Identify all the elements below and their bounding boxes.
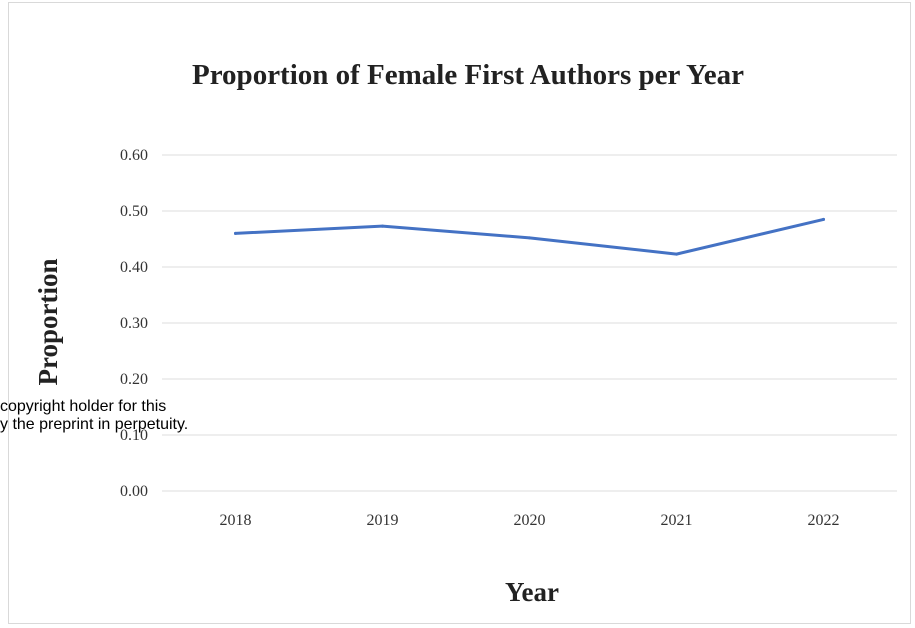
data-point <box>822 217 825 221</box>
x-axis-title: Year <box>505 577 559 607</box>
chart-title: Proportion of Female First Authors per Y… <box>192 59 744 91</box>
data-point <box>381 224 384 228</box>
y-tick-label: 0.40 <box>120 259 148 276</box>
y-tick-label: 0.20 <box>120 371 148 388</box>
data-point <box>234 231 237 235</box>
data-point <box>528 236 531 240</box>
y-tick-label: 0.10 <box>120 427 148 444</box>
y-axis-title: Proportion <box>33 259 63 386</box>
preprint-notice: copyright holder for this y the preprint… <box>0 398 188 434</box>
y-tick-label: 0.60 <box>120 147 148 164</box>
series-layer <box>234 217 825 256</box>
x-tick-label: 2021 <box>661 512 693 529</box>
y-tick-label: 0.00 <box>120 483 148 500</box>
x-tick-label: 2020 <box>514 512 546 529</box>
chart-frame <box>8 2 911 624</box>
x-tick-label: 2018 <box>220 512 252 529</box>
y-tick-label: 0.30 <box>120 315 148 332</box>
y-tick-labels: 0.00 0.10 0.20 0.30 0.40 0.50 0.60 <box>120 147 148 500</box>
data-point <box>675 252 678 256</box>
x-tick-labels: 2018 2019 2020 2021 2022 <box>220 512 840 529</box>
x-tick-label: 2019 <box>367 512 399 529</box>
preprint-notice-line-2: y the preprint in perpetuity. <box>0 416 189 433</box>
y-tick-label: 0.50 <box>120 203 148 220</box>
x-tick-label: 2022 <box>808 512 840 529</box>
gridlines <box>162 154 897 492</box>
preprint-notice-line-1: copyright holder for this <box>0 398 167 415</box>
